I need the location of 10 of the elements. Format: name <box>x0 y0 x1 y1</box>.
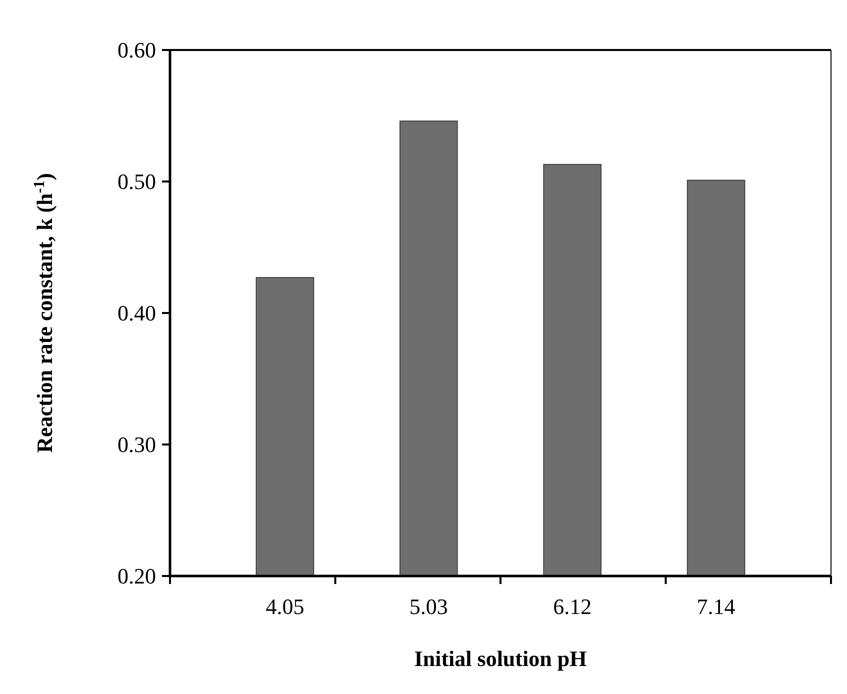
x-tick-label: 6.12 <box>553 594 592 619</box>
x-tick-label: 4.05 <box>266 594 304 619</box>
y-tick-label: 0.60 <box>118 38 156 63</box>
y-tick-label: 0.20 <box>118 564 156 589</box>
y-tick-label: 0.30 <box>118 432 156 458</box>
y-tick-label: 0.40 <box>118 300 156 326</box>
y-tick-label: 0.50 <box>118 169 156 194</box>
x-axis-title: Initial solution pH <box>414 646 587 671</box>
x-tick-label: 5.03 <box>409 594 448 619</box>
x-tick-label: 7.14 <box>696 594 736 619</box>
